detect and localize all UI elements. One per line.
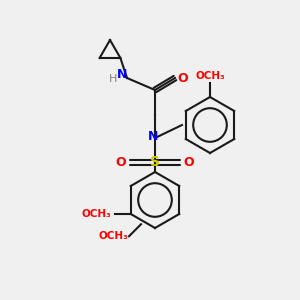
Text: O: O [116,155,126,169]
Text: O: O [178,71,188,85]
Text: OCH₃: OCH₃ [82,209,112,219]
Text: H: H [109,74,117,84]
Text: O: O [184,155,194,169]
Text: N: N [148,130,158,142]
Text: OCH₃: OCH₃ [98,231,128,241]
Text: N: N [117,68,127,82]
Text: S: S [150,155,160,169]
Text: OCH₃: OCH₃ [195,71,225,81]
